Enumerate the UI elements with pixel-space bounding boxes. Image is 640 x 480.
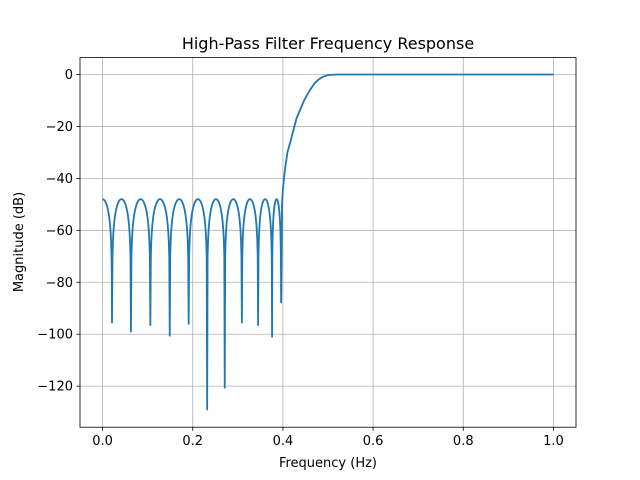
y-tick-label: 0 bbox=[65, 68, 73, 83]
x-ticks: 0.0 0.2 0.4 0.6 0.8 1.0 bbox=[92, 427, 564, 449]
y-ticks: 0 −20 −40 −60 −80 −100 −120 bbox=[37, 68, 80, 395]
y-axis-label: Magnitude (dB) bbox=[12, 192, 27, 292]
x-tick-label: 0.0 bbox=[92, 434, 113, 449]
x-tick-label: 0.6 bbox=[363, 434, 384, 449]
series-line-layer bbox=[101, 73, 554, 411]
x-tick-label: 0.2 bbox=[182, 434, 203, 449]
x-axis-label: Frequency (Hz) bbox=[279, 456, 377, 471]
chart-title: High-Pass Filter Frequency Response bbox=[182, 34, 474, 53]
y-tick-label: −100 bbox=[37, 328, 73, 343]
x-tick-label: 0.4 bbox=[273, 434, 294, 449]
y-tick-label: −80 bbox=[46, 276, 73, 291]
grid bbox=[80, 57, 576, 428]
plot-frame bbox=[79, 57, 577, 428]
x-tick-label: 1.0 bbox=[543, 434, 564, 449]
y-tick-label: −20 bbox=[46, 120, 73, 135]
y-tick-label: −60 bbox=[46, 224, 73, 239]
x-tick-label: 0.8 bbox=[453, 434, 474, 449]
series-line bbox=[101, 73, 554, 411]
y-tick-label: −40 bbox=[46, 172, 73, 187]
y-tick-label: −120 bbox=[37, 380, 73, 395]
